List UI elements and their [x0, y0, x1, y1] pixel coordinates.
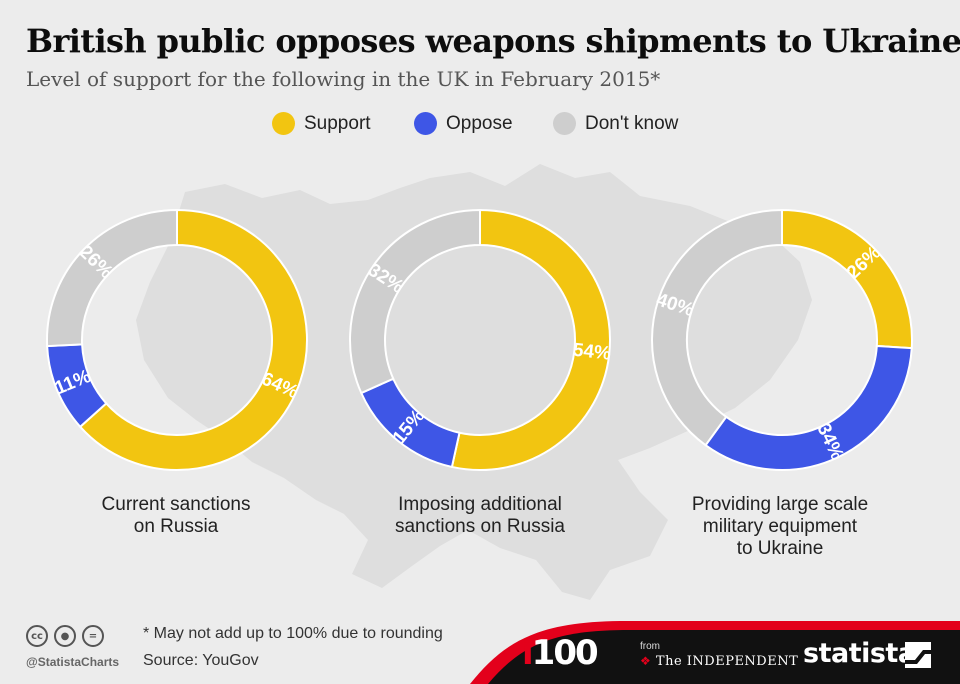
donut-slice [450, 208, 611, 471]
donut-label-1: Imposing additional sanctions on Russia [360, 494, 600, 538]
donut-slice [46, 208, 178, 348]
donut-slice [704, 344, 913, 471]
legend-item-support: Support [272, 112, 371, 135]
legend-label-oppose: Oppose [446, 112, 513, 134]
partner-from: from [640, 641, 660, 652]
donut-value-label: 54% [572, 340, 612, 365]
footnote: * May not add up to 100% due to rounding [143, 625, 443, 642]
legend-swatch-oppose [414, 112, 437, 135]
legend-label-support: Support [304, 112, 371, 134]
attribution-icon: ● [54, 625, 76, 647]
no-derivatives-icon: = [82, 625, 104, 647]
donut-label-line: to Ukraine [736, 538, 824, 559]
statista-logo-icon [905, 642, 931, 668]
donut-label-line: on Russia [133, 516, 219, 537]
donut-label-0: Current sanctions on Russia [56, 494, 296, 538]
legend-swatch-support [272, 112, 295, 135]
donut-label-2: Providing large scale military equipment… [660, 494, 900, 560]
source: Source: YouGov [143, 652, 259, 669]
statista-logo-text: statista [803, 638, 916, 669]
donut-label-line: military equipment [702, 516, 858, 537]
donut-label-line: Current sanctions [101, 494, 251, 515]
legend-swatch-dont-know [553, 112, 576, 135]
legend-label-dont-know: Don't know [585, 112, 679, 134]
statista-handle: @StatistaCharts [26, 655, 120, 669]
donut-slice [651, 208, 783, 447]
donut-label-line: Imposing additional [398, 494, 562, 515]
license-icons: cc ● = [26, 625, 104, 647]
independent-name: The INDEPENDENT [655, 654, 799, 669]
donut-label-line: Providing large scale [691, 494, 869, 515]
i100-logo: i100 [522, 633, 599, 673]
eagle-icon: ❖ [640, 654, 652, 668]
creative-commons-icon: cc [26, 625, 48, 647]
donut-slice [349, 208, 481, 395]
chart-title: British public opposes weapons shipments… [26, 22, 960, 60]
independent-logo: ❖ The INDEPENDENT [640, 654, 798, 669]
legend: Support Oppose Don't know [0, 112, 960, 136]
donut-slice [78, 208, 308, 471]
legend-item-dont-know: Don't know [553, 112, 678, 135]
donut-label-line: sanctions on Russia [394, 516, 566, 537]
legend-item-oppose: Oppose [414, 112, 513, 135]
chart-subtitle: Level of support for the following in th… [26, 67, 661, 91]
